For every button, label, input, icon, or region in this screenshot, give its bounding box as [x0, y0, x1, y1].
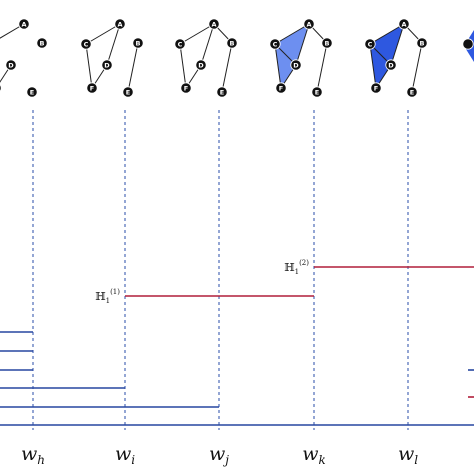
graph-edge — [200, 23, 215, 66]
graph-node-a — [18, 18, 30, 30]
graph-node-c — [364, 38, 376, 50]
graph-node-label: D — [293, 61, 299, 69]
graph-node-f — [180, 82, 192, 94]
simplex-face — [275, 24, 309, 65]
graph-node-label: F — [184, 84, 188, 92]
graph-node-c — [462, 38, 474, 50]
graph-node-c — [80, 38, 92, 50]
filtration-graphs: ABDEFABCDEFABCDEFABCDEFABCDEF — [0, 18, 474, 98]
graph-node-b — [321, 37, 333, 49]
graph-node-label: A — [117, 20, 122, 28]
graph-node-label: B — [40, 39, 45, 47]
graph-edge — [127, 42, 139, 93]
graph-node-label: C — [178, 40, 183, 48]
graph-node-d — [101, 59, 113, 71]
graph-node-label: E — [30, 88, 34, 96]
graph-node-e — [406, 86, 418, 98]
graph-node-label: C — [273, 40, 278, 48]
graph-node-d — [385, 59, 397, 71]
filtration-stage-partial — [462, 30, 474, 62]
threshold-label-l: wl — [398, 443, 418, 467]
graph-node-label: E — [315, 88, 319, 96]
graph-node-a — [303, 18, 315, 30]
graph-node-label: F — [90, 84, 94, 92]
graph-node-label: E — [410, 88, 414, 96]
graph-node-label: A — [211, 20, 216, 28]
graph-node-f — [275, 82, 287, 94]
graph-edge — [316, 42, 328, 93]
graph-edge — [179, 43, 187, 89]
graph-node-d — [5, 59, 17, 71]
graph-node-label: D — [8, 61, 14, 69]
graph-node-e — [216, 86, 228, 98]
graph-node-label: D — [104, 61, 110, 69]
threshold-label-k: wk — [302, 443, 326, 467]
filtration-stage-3: A B C D E F — [174, 18, 238, 98]
threshold-label-j: wj — [209, 443, 229, 467]
graph-node-label: A — [306, 20, 311, 28]
graph-edge — [85, 43, 93, 89]
graph-node-label: F — [374, 84, 378, 92]
graph-node-label: A — [401, 20, 406, 28]
threshold-label-h: wh — [21, 443, 45, 467]
simplex-face — [275, 44, 296, 88]
graph-edge — [0, 23, 25, 39]
graph-edge — [411, 42, 423, 93]
graph-node-label: C — [368, 40, 373, 48]
graph-node-label: A — [21, 20, 26, 28]
graph-node-b — [416, 37, 428, 49]
graph-node-label: B — [420, 39, 425, 47]
graph-edge — [295, 23, 310, 66]
threshold-label-i: wi — [115, 443, 135, 467]
graph-node-e — [26, 86, 38, 98]
graph-node-label: D — [388, 61, 394, 69]
graph-node-b — [226, 37, 238, 49]
graph-node-a — [114, 18, 126, 30]
graph-node-f — [86, 82, 98, 94]
graph-node-c — [269, 38, 281, 50]
simplex-face-filled — [370, 24, 404, 65]
h1-label-2: ℍ1(2) — [284, 259, 309, 276]
filtration-stage-2: A B C D E F — [80, 18, 144, 98]
graph-edge — [274, 43, 282, 89]
graph-node-b — [132, 37, 144, 49]
graph-node-label: C — [84, 40, 89, 48]
graph-edge — [85, 23, 121, 45]
h1-label-1: ℍ1(1) — [95, 288, 120, 305]
graph-edge — [274, 23, 310, 45]
filtration-stage-1: ABDEF — [0, 18, 48, 98]
graph-edge — [390, 23, 405, 66]
graph-edge — [221, 42, 233, 93]
graph-node-label: B — [325, 39, 330, 47]
graph-edge — [106, 23, 121, 66]
filtration-stage-5: A B C D E F — [364, 18, 428, 98]
graph-node-d — [290, 59, 302, 71]
graph-node-label: B — [136, 39, 141, 47]
graph-node-f — [0, 84, 2, 92]
graph-node-f — [370, 82, 382, 94]
graph-node-a — [398, 18, 410, 30]
graph-node-label: E — [126, 88, 130, 96]
simplex-face-filled — [370, 44, 391, 88]
graph-node-label: B — [230, 39, 235, 47]
graph-node-label: D — [198, 61, 204, 69]
graph-node-d — [195, 59, 207, 71]
graph-edge — [179, 23, 215, 45]
graph-edge — [369, 23, 405, 45]
graph-node-label: F — [279, 84, 283, 92]
graph-node-c — [174, 38, 186, 50]
graph-node-label: E — [220, 88, 224, 96]
graph-node-a — [208, 18, 220, 30]
filtration-stage-4: A B C D E F — [269, 18, 333, 98]
graph-node-b — [36, 37, 48, 49]
graph-node-e — [122, 86, 134, 98]
graph-edge — [369, 43, 377, 89]
graph-node-e — [311, 86, 323, 98]
